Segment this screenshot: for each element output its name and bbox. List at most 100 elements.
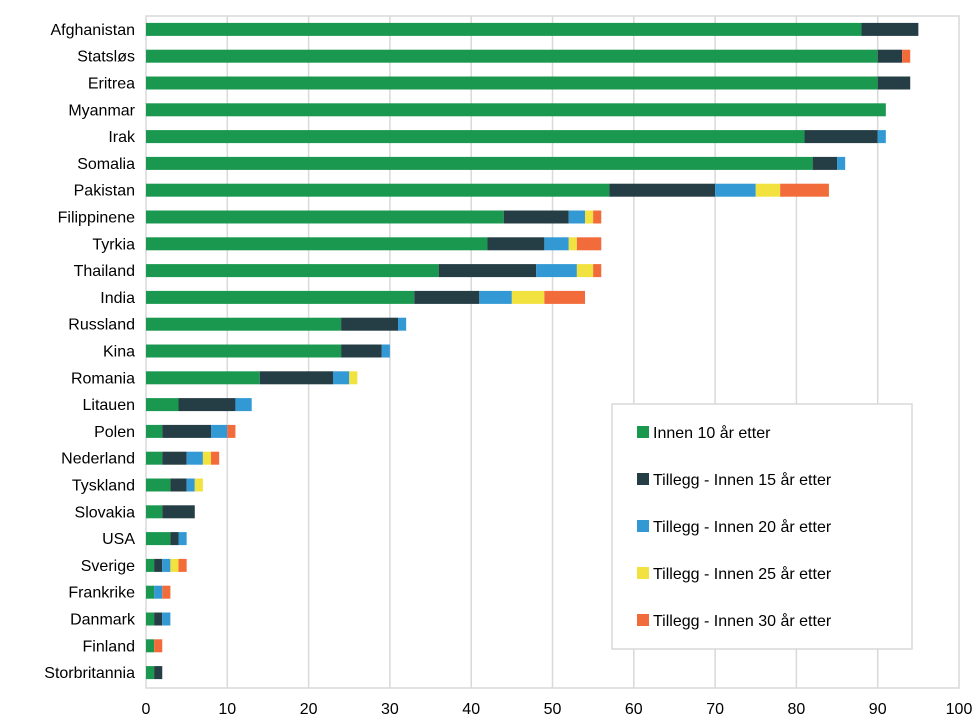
category-label: Kina — [103, 344, 135, 361]
x-tick-label: 70 — [706, 701, 724, 718]
bar-segment — [877, 130, 886, 144]
category-label: Slovakia — [75, 504, 136, 521]
category-label: Sverige — [81, 558, 135, 575]
bar-segment — [146, 424, 163, 438]
bar-segment — [877, 49, 903, 63]
bar-segment — [341, 344, 382, 358]
bar-segment — [146, 451, 163, 465]
x-tick-label: 20 — [300, 701, 318, 718]
bar-segment — [170, 478, 187, 492]
legend-label: Tillegg - Innen 30 år etter — [653, 612, 832, 630]
bar-segment — [576, 237, 602, 251]
bar-segment — [154, 639, 163, 653]
category-label: Storbritannia — [44, 665, 135, 682]
bar-segment — [162, 585, 171, 599]
legend-box — [611, 403, 913, 650]
category-label: Somalia — [77, 156, 135, 173]
bar-segment — [211, 451, 220, 465]
x-tick-label: 50 — [544, 701, 562, 718]
bar-segment — [186, 478, 195, 492]
bar-segment — [235, 398, 252, 412]
bar-segment — [544, 237, 569, 251]
bar-segment — [154, 585, 163, 599]
category-label: Romania — [71, 370, 135, 387]
bar-segment — [259, 371, 333, 385]
bar-segment — [568, 237, 577, 251]
bar-segment — [162, 451, 187, 465]
bar-segment — [146, 210, 504, 224]
category-label: Russland — [68, 317, 135, 334]
legend-label: Innen 10 år etter — [653, 424, 771, 442]
bar-segment — [381, 344, 390, 358]
bar-segment — [146, 156, 813, 170]
x-tick-label: 40 — [462, 701, 480, 718]
bar-segment — [146, 666, 155, 680]
bar-segment — [146, 237, 488, 251]
bar-segment — [211, 424, 228, 438]
x-tick-label: 100 — [946, 701, 973, 718]
category-label: Myanmar — [68, 102, 135, 119]
bar-segment — [146, 558, 155, 572]
bar-segment — [755, 183, 781, 197]
bar-segment — [146, 22, 862, 36]
bar-segment — [146, 76, 878, 90]
bar-segment — [438, 264, 537, 278]
bar-segment — [154, 666, 163, 680]
category-label: Tyrkia — [92, 236, 135, 253]
bar-segment — [568, 210, 586, 224]
bar-segment — [146, 317, 342, 331]
bar-segment — [593, 210, 602, 224]
category-label: Nederland — [61, 451, 135, 468]
bar-segment — [349, 371, 358, 385]
bar-segment — [877, 76, 911, 90]
bar-segment — [593, 264, 602, 278]
bar-segment — [178, 532, 187, 546]
bar-segment — [146, 183, 610, 197]
category-label: Tyskland — [72, 478, 135, 495]
bar-segment — [194, 478, 203, 492]
bar-segment — [170, 532, 179, 546]
legend-swatch — [637, 426, 649, 438]
category-label: Eritrea — [88, 76, 135, 93]
bar-segment — [162, 424, 212, 438]
bar-segment — [146, 478, 171, 492]
legend-label: Tillegg - Innen 25 år etter — [653, 565, 832, 583]
bar-segment — [146, 264, 439, 278]
bar-segment — [861, 22, 919, 36]
bar-segment — [576, 264, 594, 278]
bar-segment — [341, 317, 399, 331]
bar-segment — [780, 183, 829, 197]
category-label: India — [100, 290, 135, 307]
x-tick-label: 90 — [869, 701, 887, 718]
category-label: Statsløs — [77, 49, 135, 66]
bar-segment — [146, 130, 805, 144]
legend: Innen 10 år etter Tillegg - Innen 15 år e… — [611, 403, 913, 650]
x-tick-label: 80 — [788, 701, 806, 718]
category-label: Finland — [83, 638, 135, 655]
legend-label: Tillegg - Innen 15 år etter — [653, 471, 832, 489]
bar-segment — [146, 371, 260, 385]
bar-segment — [146, 344, 342, 358]
bar-segment — [902, 49, 911, 63]
bar-segment — [146, 639, 155, 653]
bar-segment — [585, 210, 594, 224]
bar-segment — [154, 612, 163, 626]
bar-segment — [162, 505, 195, 519]
category-label: Danmark — [70, 612, 136, 629]
category-label: Filippinene — [58, 210, 135, 227]
bar-segment — [479, 290, 512, 304]
bar-segment — [178, 398, 236, 412]
bar-segment — [837, 156, 846, 170]
category-label: Pakistan — [74, 183, 135, 200]
bar-segment — [178, 558, 187, 572]
category-label: Irak — [108, 129, 136, 146]
category-label: Thailand — [74, 263, 135, 280]
bar-segment — [804, 130, 878, 144]
x-tick-label: 10 — [218, 701, 236, 718]
bar-segment — [146, 505, 163, 519]
category-label: USA — [102, 531, 135, 548]
bar-segment — [503, 210, 569, 224]
category-label: Litauen — [83, 397, 136, 414]
bar-segment — [186, 451, 203, 465]
